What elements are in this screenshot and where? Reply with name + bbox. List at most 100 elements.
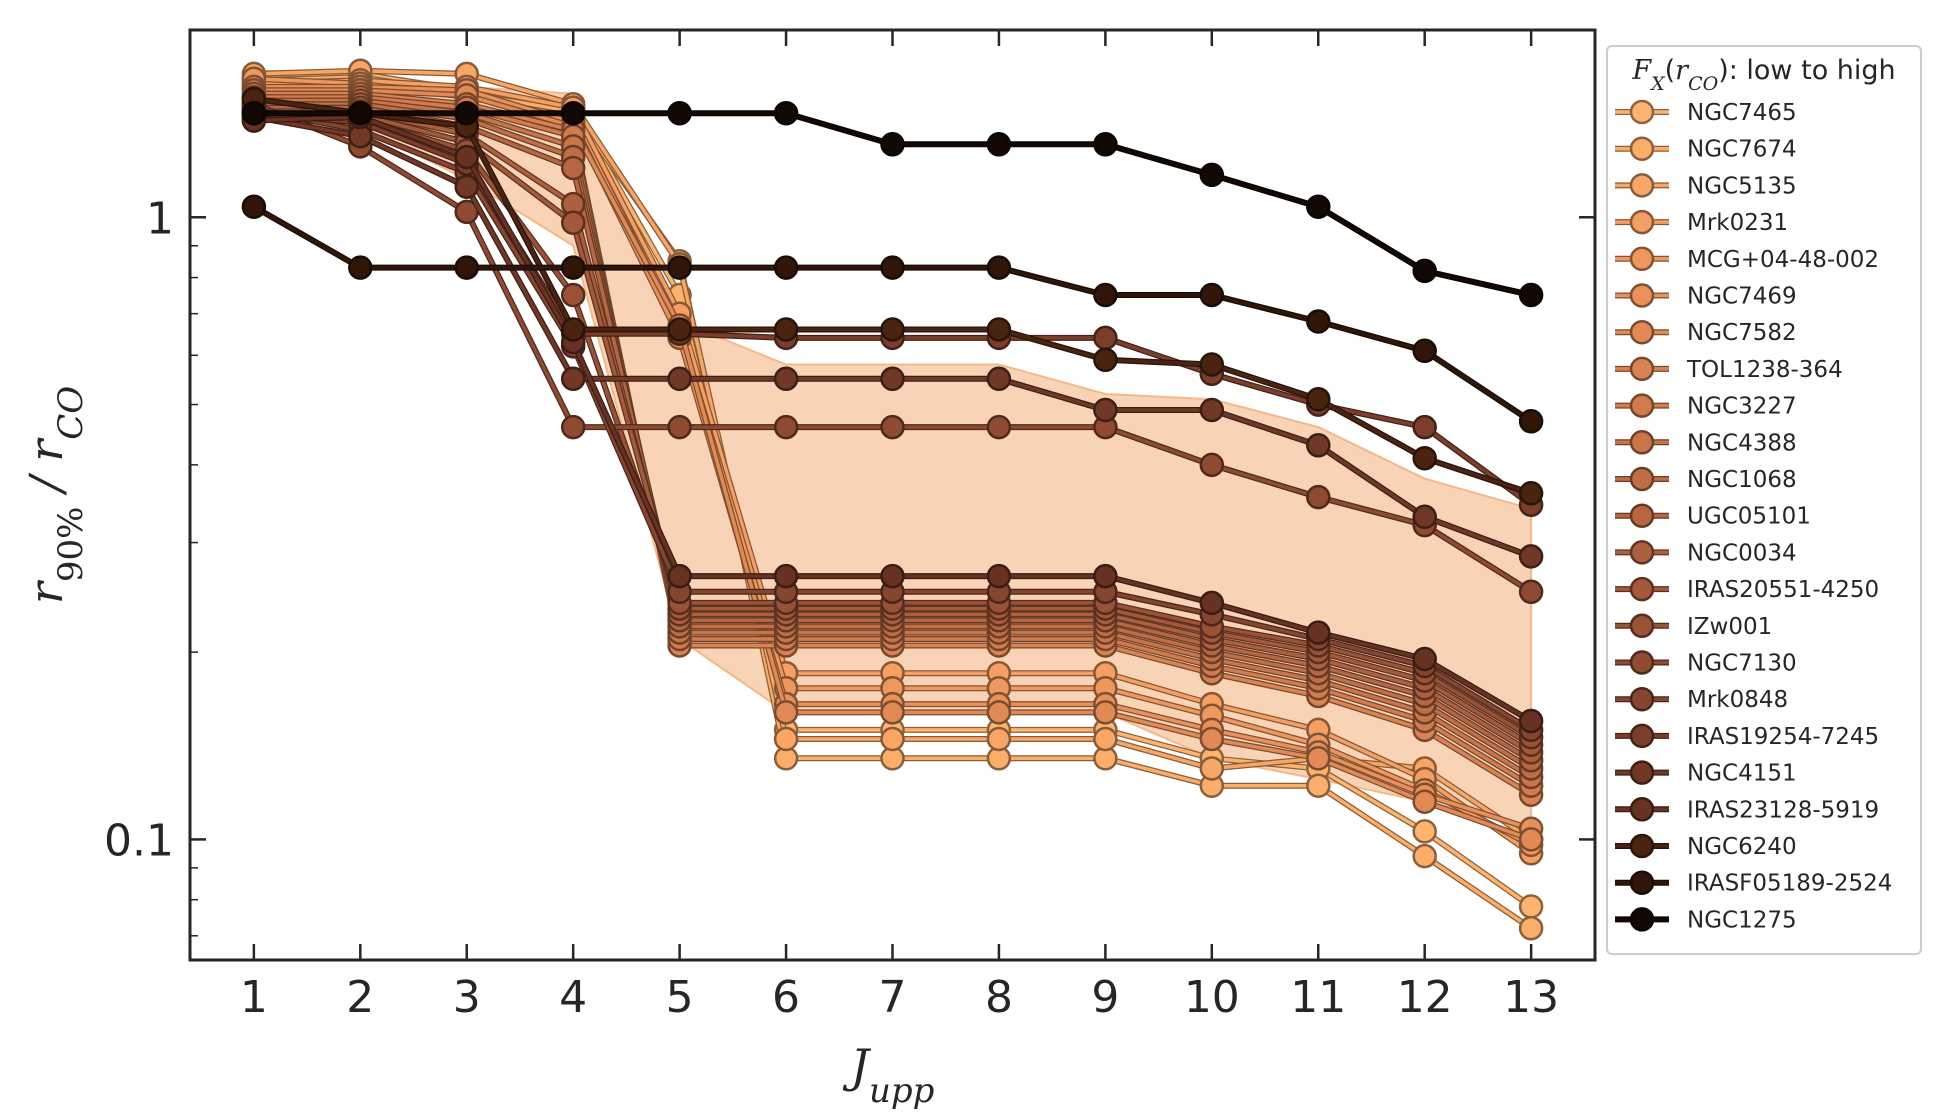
data-point bbox=[1093, 397, 1118, 423]
data-point bbox=[773, 100, 799, 126]
data-point bbox=[667, 255, 692, 280]
legend-swatch-marker bbox=[1629, 319, 1655, 345]
data-point bbox=[454, 100, 479, 126]
x-tick-label: 1 bbox=[240, 972, 268, 1023]
legend-label: IRAS23128-5919 bbox=[1687, 797, 1879, 823]
data-point bbox=[1518, 579, 1544, 605]
legend-item: IRAS23128-5919 bbox=[1615, 797, 1879, 823]
legend-item: IZw001 bbox=[1615, 613, 1772, 640]
data-point bbox=[1199, 162, 1225, 188]
legend-swatch-marker bbox=[1629, 356, 1655, 382]
data-point bbox=[1306, 194, 1331, 219]
data-point bbox=[773, 255, 799, 280]
data-point bbox=[1306, 309, 1331, 334]
legend-item: UGC05101 bbox=[1615, 503, 1811, 530]
legend-swatch-marker bbox=[1629, 907, 1655, 932]
legend-item: IRASF05189-2524 bbox=[1615, 870, 1892, 897]
data-point bbox=[1093, 347, 1118, 373]
legend-label: NGC0034 bbox=[1687, 540, 1797, 566]
legend-label: IRAS20551-4250 bbox=[1687, 577, 1879, 603]
legend-item: TOL1238-364 bbox=[1615, 356, 1843, 383]
legend-swatch-marker bbox=[1629, 209, 1655, 235]
data-point bbox=[1093, 282, 1118, 308]
legend-swatch-marker bbox=[1629, 723, 1655, 749]
data-point bbox=[986, 414, 1012, 440]
data-point bbox=[1412, 338, 1437, 364]
data-point bbox=[1412, 414, 1437, 440]
legend-label: IRASF05189-2524 bbox=[1687, 871, 1892, 897]
data-point bbox=[667, 366, 692, 392]
data-point bbox=[1093, 726, 1118, 752]
data-point bbox=[1306, 620, 1331, 645]
series-NGC7130 bbox=[241, 91, 1544, 605]
legend-swatch-marker bbox=[1629, 686, 1655, 712]
data-point bbox=[986, 255, 1012, 280]
data-point bbox=[986, 317, 1012, 342]
legend-label: NGC7582 bbox=[1687, 320, 1797, 346]
data-point bbox=[560, 366, 586, 392]
data-point bbox=[1093, 325, 1118, 351]
data-point bbox=[773, 366, 799, 392]
data-point bbox=[773, 563, 799, 589]
y-tick-label: 1 bbox=[146, 193, 174, 244]
legend-swatch-marker bbox=[1629, 576, 1655, 602]
legend: FX(rCO): low to high NGC7465NGC7674NGC51… bbox=[1606, 45, 1922, 956]
series-layer bbox=[241, 58, 1544, 941]
legend-swatch-marker bbox=[1629, 870, 1655, 895]
legend-frame bbox=[1606, 45, 1922, 956]
data-point bbox=[667, 563, 692, 589]
data-point bbox=[880, 563, 905, 589]
x-tick-label: 3 bbox=[453, 972, 481, 1023]
legend-item: Mrk0848 bbox=[1615, 686, 1788, 713]
legend-label: NGC7674 bbox=[1687, 137, 1797, 163]
data-point bbox=[1199, 726, 1225, 752]
data-point bbox=[986, 366, 1012, 392]
data-point bbox=[560, 210, 586, 235]
data-point bbox=[773, 700, 799, 725]
legend-swatch-marker bbox=[1629, 650, 1655, 675]
legend-swatch-marker bbox=[1629, 246, 1655, 272]
legend-item: NGC7130 bbox=[1615, 650, 1797, 677]
legend-items: NGC7465 NGC7674 NGC5135 Mrk0231 MCG+04-48-00… bbox=[1615, 99, 1892, 933]
legend-item: NGC6240 bbox=[1615, 833, 1797, 860]
data-point bbox=[454, 144, 479, 170]
series-NGC4151 bbox=[241, 104, 1544, 569]
data-point bbox=[348, 100, 373, 126]
legend-item: Mrk0231 bbox=[1615, 209, 1788, 236]
y-tick-label: 0.1 bbox=[104, 815, 174, 866]
data-point bbox=[1518, 544, 1544, 569]
data-point bbox=[880, 317, 905, 342]
data-point bbox=[1306, 746, 1331, 771]
data-point bbox=[560, 282, 586, 308]
data-point bbox=[1412, 843, 1437, 869]
data-point bbox=[880, 414, 905, 440]
data-point bbox=[1412, 789, 1437, 814]
data-point bbox=[1199, 397, 1225, 423]
data-point bbox=[348, 255, 373, 280]
data-point bbox=[1306, 773, 1331, 798]
x-tick-label: 8 bbox=[985, 972, 1013, 1023]
data-point bbox=[1412, 819, 1437, 844]
legend-swatch-marker bbox=[1629, 430, 1655, 455]
legend-swatch-marker bbox=[1629, 136, 1655, 161]
legend-item: NGC7465 bbox=[1615, 99, 1797, 126]
legend-swatch-marker bbox=[1629, 99, 1655, 125]
x-tick-label: 6 bbox=[772, 972, 800, 1023]
x-tick-label: 2 bbox=[346, 972, 374, 1023]
legend-item: NGC1068 bbox=[1615, 466, 1797, 493]
legend-swatch-marker bbox=[1629, 393, 1655, 418]
legend-item: IRAS20551-4250 bbox=[1615, 576, 1879, 603]
x-tick-label: 7 bbox=[879, 972, 907, 1023]
x-tick-label: 4 bbox=[559, 972, 587, 1023]
data-point bbox=[1518, 827, 1544, 852]
data-point bbox=[667, 414, 692, 440]
data-point bbox=[1306, 484, 1331, 510]
data-point bbox=[986, 700, 1012, 725]
data-point bbox=[1199, 590, 1225, 616]
x-axis-ticks: 1 2 3 4 5 6 7 8 9 10 11 12 13 bbox=[240, 30, 1559, 1023]
data-point bbox=[667, 317, 692, 342]
data-point bbox=[1518, 481, 1544, 506]
legend-item: NGC5135 bbox=[1615, 173, 1797, 199]
data-point bbox=[1518, 282, 1544, 308]
